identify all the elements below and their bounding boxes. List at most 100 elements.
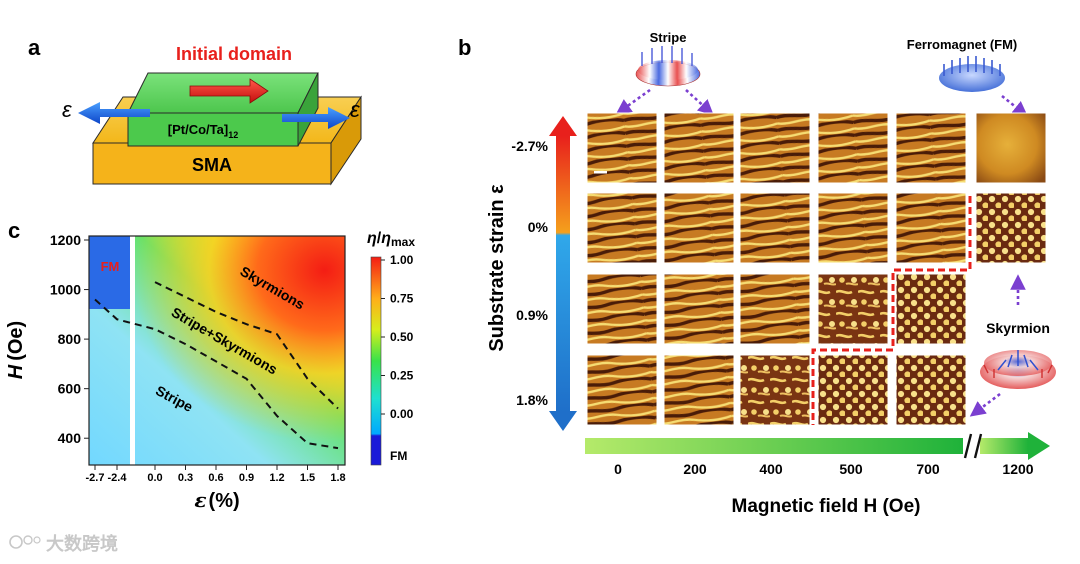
mfm-image-stripe: [817, 112, 889, 184]
mfm-image-stripe: [586, 273, 658, 345]
x-tick-label: 0.3: [178, 472, 193, 484]
domain-arrow-icon: [189, 78, 269, 104]
field-column-label: 0: [614, 461, 622, 477]
mfm-image-stripe: [817, 192, 889, 264]
phase-diagram: [88, 235, 346, 466]
colorbar-tick-label: 0.75: [390, 292, 414, 306]
phase-boundary-line: [811, 196, 972, 425]
watermark-logo-icon: [9, 535, 23, 549]
mfm-image-grid: [586, 112, 1047, 426]
strain-row-label: 0.9%: [516, 307, 548, 323]
mfm-image-skyrmion: [895, 354, 967, 426]
x-tick-label: 1.5: [300, 472, 315, 484]
phase-boundaries: [94, 281, 339, 450]
region-label-fm: FM: [101, 259, 120, 274]
x-tick-label: 1.8: [330, 472, 345, 484]
strain-row-label: 0%: [528, 219, 549, 235]
mfm-image-skyrmion: [817, 354, 889, 426]
mfm-image-stripe: [663, 354, 735, 426]
x-tick-label: 0.6: [208, 472, 223, 484]
colorbar: η/ηmax 1.00 0.75 0.50 0.25 0.00 FM: [367, 230, 415, 466]
mfm-image-stripe: [739, 273, 811, 345]
x-tick-label: 0.9: [239, 472, 254, 484]
strain-arrow: [549, 116, 577, 431]
x-tick-label: 0.0: [147, 472, 162, 484]
mfm-image-mixed: [739, 354, 811, 426]
stripe-pointer-left: [615, 88, 651, 115]
field-arrow: [585, 432, 1050, 460]
y-tick-label: 400: [58, 430, 82, 446]
y-tick-label: 1000: [50, 282, 81, 298]
skyrmion-pointer-down: [969, 392, 1001, 417]
mfm-image-stripe: [663, 112, 735, 184]
stripe-spin-texture-icon: [635, 46, 701, 87]
colorbar-tick-label: 0.00: [390, 407, 414, 421]
fm-inset-title: Ferromagnet (FM): [907, 37, 1018, 52]
field-column-label: 700: [916, 461, 940, 477]
field-column-labels: 0 200 400 500 700 1200: [614, 461, 1034, 477]
panel-b: b Stripe Ferromagnet (FM) Substrate stra…: [458, 30, 1056, 517]
panel-c-label: c: [8, 218, 20, 243]
x-tick-label: 1.2: [269, 472, 284, 484]
strain-row-label: 1.8%: [516, 392, 548, 408]
stripe-pointer-right: [685, 89, 714, 116]
field-axis-label: Magnetic field H (Oe): [732, 496, 921, 517]
epsilon-right-label: ε: [350, 97, 360, 122]
fm-spin-texture-icon: [939, 56, 1005, 92]
strain-arrow-left-icon: [78, 102, 150, 124]
scale-bar: [594, 171, 607, 174]
field-column-label: 400: [759, 461, 783, 477]
mfm-image-stripe: [663, 273, 735, 345]
panel-b-label: b: [458, 35, 471, 60]
strain-row-labels: -2.7% 0% 0.9% 1.8%: [511, 138, 548, 408]
field-column-label: 1200: [1002, 461, 1033, 477]
colorbar-ticks: 1.00 0.75 0.50 0.25 0.00 FM: [381, 253, 414, 463]
phase-diagram-axes: -2.7 -2.4 0.0 0.3 0.6 0.9 1.2 1.5 1.8 1200 1000 800…: [50, 232, 346, 484]
x-tick-label: -2.4: [108, 472, 128, 484]
field-column-label: 500: [839, 461, 863, 477]
mfm-image-stripe: [895, 112, 967, 184]
colorbar-tick-label: 0.25: [390, 369, 414, 383]
y-tick-label: 1200: [50, 232, 81, 248]
watermark-text: 大数跨境: [46, 533, 118, 554]
colorbar-tick-label: FM: [390, 449, 407, 463]
epsilon-left-label: ε: [62, 97, 72, 122]
skyrmion-inset-title: Skyrmion: [986, 320, 1050, 336]
mfm-image-fm: [975, 112, 1047, 184]
panel-c: c -2.7 -2.4 0.0 0.3 0.6 0.9 1.2 1.5 1.8 1200 1000 8…: [5, 218, 415, 512]
colorbar-gradient: [370, 256, 382, 466]
strain-row-label: -2.7%: [511, 138, 548, 154]
mfm-image-skyrmion: [895, 273, 967, 345]
mfm-image-stripe: [586, 192, 658, 264]
mfm-image-stripe: [895, 192, 967, 264]
x-axis-title: ε (%): [194, 488, 239, 512]
axis-break-divider: [130, 236, 135, 465]
fm-region: [89, 236, 130, 309]
colorbar-tick-label: 1.00: [390, 253, 414, 267]
initial-domain-title: Initial domain: [176, 44, 292, 64]
colorbar-title: η/ηmax: [367, 230, 415, 249]
film-label: [Pt/Co/Ta]12: [168, 122, 238, 140]
panel-a-label: a: [28, 35, 41, 60]
lower-phase-boundary: [94, 298, 339, 450]
mfm-image-stripe: [663, 192, 735, 264]
mfm-image-stripe: [586, 354, 658, 426]
strain-arrow-right-icon: [282, 107, 350, 129]
colorbar-tick-label: 0.50: [390, 330, 414, 344]
plot-frame: [88, 235, 346, 466]
panel-a: a Initial domain SMA [Pt/Co/Ta]12 ε ε: [28, 35, 362, 186]
sma-label: SMA: [192, 155, 232, 175]
upper-phase-boundary: [154, 281, 339, 410]
multilayer-film: [Pt/Co/Ta]12: [127, 72, 319, 147]
y-tick-label: 600: [58, 381, 82, 397]
stripe-inset-title: Stripe: [650, 30, 687, 45]
watermark: 大数跨境: [9, 533, 118, 554]
mfm-image-stripe: [739, 112, 811, 184]
y-tick-label: 800: [58, 331, 82, 347]
y-axis-title: H(Oe): [5, 321, 27, 379]
skyrmion-spin-texture-icon: [980, 350, 1056, 389]
mfm-image-stripe: [739, 192, 811, 264]
mfm-image-mixed: [817, 273, 889, 345]
strain-axis-label: Substrate strain ε: [486, 184, 508, 352]
